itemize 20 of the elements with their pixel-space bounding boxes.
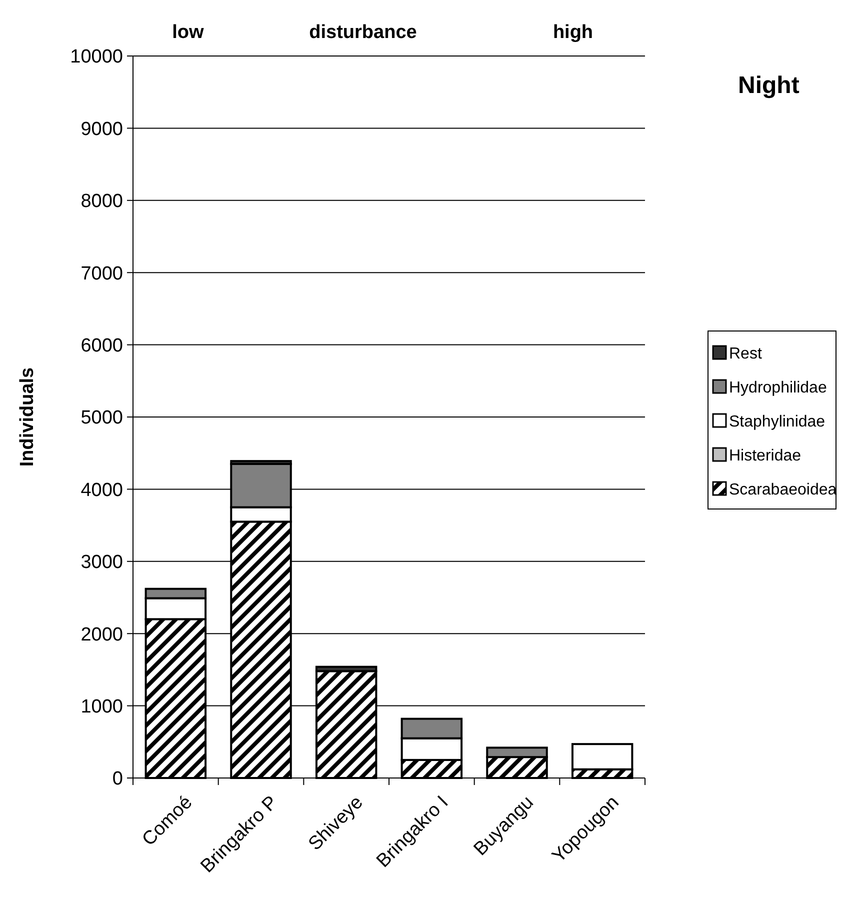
text: disturbance xyxy=(309,22,417,43)
text: low xyxy=(172,22,204,43)
text: high xyxy=(552,22,594,43)
y-tick-label: 0 xyxy=(112,768,123,790)
y-tick-label: 2000 xyxy=(80,624,123,646)
legend-label: Rest xyxy=(729,346,762,363)
y-tick-label: 5000 xyxy=(80,408,123,429)
y-tick-label: 1000 xyxy=(80,696,123,718)
legend-label: Histeridae xyxy=(729,448,802,465)
y-axis-title: Individuals xyxy=(17,367,38,467)
legend-label: Hydrophilidae xyxy=(729,380,827,397)
y-tick-label: 8000 xyxy=(80,191,123,212)
y-tick-label: 10000 xyxy=(70,46,123,68)
y-tick-label: 6000 xyxy=(80,335,123,356)
legend-label: Staphylinidae xyxy=(729,414,826,431)
text: Night xyxy=(738,72,800,99)
y-tick-label: 7000 xyxy=(80,263,123,284)
y-tick-label: 9000 xyxy=(80,118,123,140)
y-tick-label: 3000 xyxy=(80,552,123,574)
y-tick-label: 4000 xyxy=(80,480,123,501)
